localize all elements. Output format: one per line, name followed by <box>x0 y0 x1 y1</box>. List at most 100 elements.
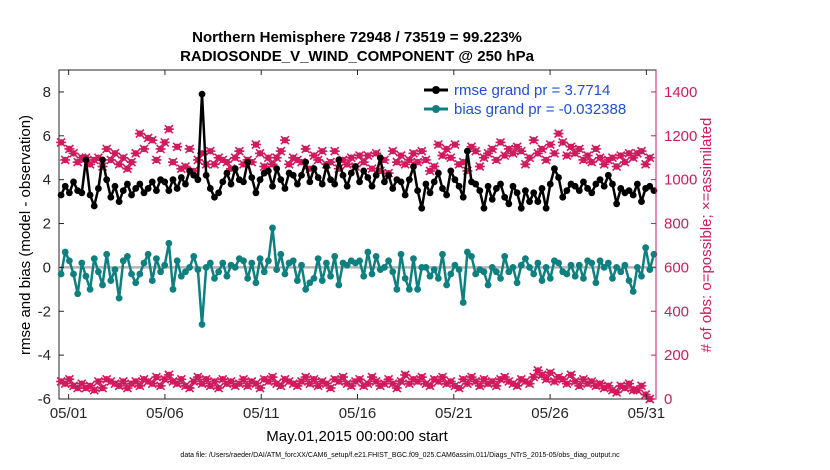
possible-point <box>126 157 137 167</box>
bias-point <box>571 272 579 280</box>
possible-point <box>520 159 531 169</box>
bias-point <box>252 279 260 287</box>
bias-point <box>331 253 339 260</box>
rmse-point <box>306 178 314 186</box>
possible-point <box>284 159 295 169</box>
rmse-point <box>588 189 596 197</box>
assimilated-point <box>64 374 75 384</box>
bias-point <box>124 253 131 260</box>
possible-point <box>433 140 444 150</box>
rmse-point <box>78 189 86 197</box>
bias-point <box>542 264 550 271</box>
bias-point <box>538 277 546 284</box>
rmse-point <box>182 180 189 188</box>
rmse-point <box>298 171 305 179</box>
y-left-tick-label: -4 <box>38 347 51 364</box>
ticks-layer: 05/01 05/06 05/11 05/16 05/21 05/26 05/3186420… <box>38 70 697 422</box>
bias-point <box>190 253 198 260</box>
rmse-point <box>405 176 413 184</box>
y-left-tick-label: 0 <box>43 259 51 276</box>
assimilated-point <box>337 372 348 382</box>
rmse-point <box>368 182 376 190</box>
rmse-point <box>559 193 567 201</box>
rmse-point <box>124 180 131 188</box>
assimilated-point <box>474 381 485 391</box>
assimilated-point <box>640 390 651 400</box>
bias-point <box>310 274 318 282</box>
rmse-point <box>244 158 252 166</box>
rmse-point <box>430 178 438 186</box>
bias-point <box>78 259 86 267</box>
rmse-point <box>173 185 181 192</box>
rmse-point <box>273 165 281 173</box>
assimilated-point <box>528 372 539 382</box>
bias-point <box>642 244 650 252</box>
possible-point <box>68 148 79 158</box>
assimilated-point <box>201 374 212 384</box>
bias-point <box>517 261 525 269</box>
possible-point <box>636 146 647 156</box>
rmse-point <box>538 185 546 192</box>
bias-point <box>401 274 409 282</box>
assimilated-point <box>346 381 357 391</box>
possible-point <box>441 144 452 154</box>
bias-point <box>405 285 413 293</box>
assimilated-point <box>512 381 523 391</box>
bias-point <box>90 255 98 263</box>
x-tick-label: 05/16 <box>339 405 377 422</box>
bias-point <box>169 285 177 293</box>
possible-point <box>155 144 166 154</box>
rmse-point <box>115 198 123 206</box>
possible-point <box>470 146 481 156</box>
rmse-point <box>70 178 77 186</box>
possible-point <box>230 153 241 163</box>
possible-point <box>172 142 183 152</box>
assimilated-point <box>176 374 187 384</box>
bias-point <box>107 277 115 284</box>
rmse-point <box>397 178 405 186</box>
y-right-tick-label: 200 <box>664 347 689 364</box>
bias-point <box>501 253 509 260</box>
rmse-point <box>434 169 442 177</box>
rmse-point <box>459 193 467 201</box>
possible-point <box>437 150 448 161</box>
rmse-point <box>422 180 430 188</box>
rmse-point <box>551 165 558 173</box>
rmse-point <box>339 171 347 179</box>
rmse-point <box>629 191 637 199</box>
possible-point <box>545 140 556 150</box>
bias-point <box>596 257 604 265</box>
possible-point <box>408 148 419 158</box>
assimilated-point <box>611 387 622 397</box>
rmse-point <box>451 176 459 184</box>
rmse-point <box>211 193 218 201</box>
assimilated-point <box>462 379 473 389</box>
possible-point <box>56 137 67 147</box>
x-tick-label: 05/11 <box>243 405 279 422</box>
chart-title-line-2: RADIOSONDE_V_WIND_COMPONENT @ 250 hPa <box>180 48 535 65</box>
bias-point <box>128 270 135 278</box>
bias-point <box>306 279 314 287</box>
rmse-point <box>497 180 504 188</box>
assimilated-point <box>89 385 100 395</box>
bias-point <box>414 285 422 293</box>
possible-point <box>445 153 456 163</box>
rmse-point <box>542 204 550 212</box>
assimilated-point <box>151 372 162 382</box>
bias-point <box>99 281 106 289</box>
rmse-point <box>194 176 202 184</box>
possible-point <box>553 129 564 139</box>
rmse-point <box>314 174 322 181</box>
bias-point <box>617 268 625 276</box>
assimilated-point <box>416 372 427 382</box>
assimilated-point <box>619 383 630 393</box>
rmse-point <box>252 189 260 197</box>
rmse-point <box>82 156 90 164</box>
bias-point <box>633 264 641 271</box>
assimilated-point <box>275 381 286 391</box>
possible-point <box>118 153 129 163</box>
bias-point <box>567 261 575 269</box>
possible-point <box>640 159 651 169</box>
possible-point <box>367 164 378 174</box>
bias-point <box>215 268 223 276</box>
